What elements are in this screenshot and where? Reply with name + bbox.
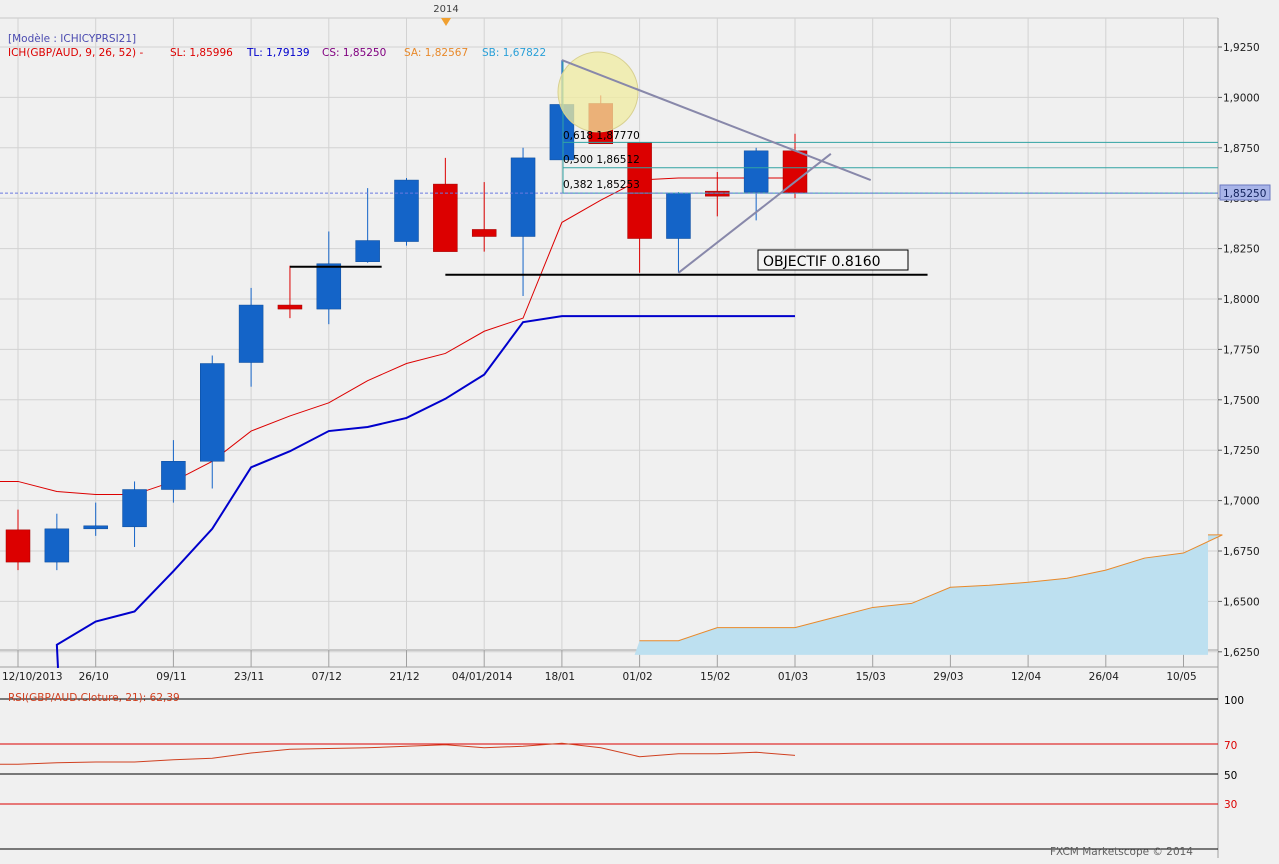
x-tick-label: 01/03: [778, 671, 808, 683]
tenkan-line: [0, 177, 795, 496]
x-tick-label: 29/03: [933, 671, 963, 683]
candles: [5, 60, 808, 571]
sa-label: SA: 1,82567: [404, 47, 468, 59]
y-tick-label: 1,9250: [1223, 42, 1260, 54]
fib-label-618: 0,618 1,87770: [563, 130, 640, 142]
candle-body: [394, 179, 419, 242]
kijun-line: [55, 315, 795, 668]
fib-label-500: 0,500 1,86512: [563, 154, 640, 166]
candle-body: [705, 190, 730, 197]
x-tick-label: 09/11: [156, 671, 186, 683]
cs-label: CS: 1,85250: [322, 47, 386, 59]
candle-body: [355, 240, 380, 262]
candle-body: [83, 525, 108, 530]
ich-label: ICH(GBP/AUD, 9, 26, 52) -: [8, 47, 143, 59]
x-tick-label: 18/01: [545, 671, 575, 683]
y-tick-label: 1,9000: [1223, 92, 1260, 104]
rsi-panel: [0, 698, 1218, 850]
objective-label: OBJECTIF 0.8160: [763, 254, 881, 270]
x-tick-label: 07/12: [312, 671, 342, 683]
candle-body: [743, 150, 769, 193]
price-badge: 1,85250: [1223, 188, 1266, 200]
fib-label-382: 0,382 1,85253: [563, 179, 640, 191]
rsi-level-50: 50: [1224, 770, 1237, 782]
candle-body: [782, 150, 808, 194]
rsi-line: [0, 742, 796, 765]
y-tick-label: 1,8750: [1223, 143, 1260, 155]
x-tick-label: 12/10/2013: [2, 671, 63, 683]
candle-body: [277, 304, 303, 310]
highlight-circle: [557, 51, 639, 133]
objective-box: [757, 249, 909, 271]
top-marker-triangle-icon: [441, 18, 451, 26]
triangle-upper-line: [561, 59, 872, 181]
x-tick-label: 04/01/2014: [452, 671, 513, 683]
candle-body: [316, 263, 342, 310]
rsi-level-30: 30: [1224, 799, 1237, 811]
candle-body: [5, 529, 31, 563]
senkou-a-line: [639, 534, 1223, 642]
cloud-fill: [634, 534, 1223, 655]
y-tick-label: 1,6750: [1223, 546, 1260, 558]
x-tick-label: 15/03: [856, 671, 886, 683]
candle-body: [44, 528, 70, 563]
rsi-label: RSI(GBP/AUD.Cloture, 21): 62,39: [8, 692, 180, 704]
x-tick-label: 21/12: [389, 671, 419, 683]
candle-body: [238, 304, 264, 363]
candle-body: [510, 157, 536, 237]
y-tick-label: 1,7250: [1223, 445, 1260, 457]
x-tick-label: 23/11: [234, 671, 264, 683]
x-tick-label: 15/02: [700, 671, 730, 683]
x-tick-label: 01/02: [622, 671, 652, 683]
x-tick-label: 26/10: [79, 671, 109, 683]
model-label: [Modèle : ICHICYPRSI21]: [8, 33, 136, 45]
candle-body: [122, 489, 147, 528]
candle-body: [161, 461, 186, 490]
y-tick-label: 1,8000: [1223, 294, 1260, 306]
candle-body: [200, 363, 225, 462]
x-tick-label: 12/04: [1011, 671, 1042, 683]
info-line: ICH(GBP/AUD, 9, 26, 52) - SL: 1,85996 TL…: [8, 47, 546, 59]
x-tick-label: 10/05: [1166, 671, 1196, 683]
y-tick-label: 1,7000: [1223, 496, 1260, 508]
axes: 1,92501,90001,87501,85001,82501,80001,77…: [2, 42, 1260, 683]
top-marker-label: 2014: [433, 4, 458, 15]
candle-body: [627, 142, 652, 239]
y-tick-label: 1,7500: [1223, 395, 1260, 407]
footer-copyright: FXCM Marketscope © 2014: [1050, 846, 1193, 858]
sl-label: SL: 1,85996: [170, 47, 233, 59]
y-tick-label: 1,6250: [1223, 647, 1260, 659]
candle-body: [433, 183, 458, 252]
overlays: [0, 51, 1218, 276]
candle-body: [471, 229, 497, 237]
y-tick-label: 1,7750: [1223, 344, 1260, 356]
y-tick-label: 1,8250: [1223, 244, 1260, 256]
rsi-level-70: 70: [1224, 740, 1237, 752]
tl-label: TL: 1,79139: [246, 47, 310, 59]
sb-label: SB: 1,67822: [482, 47, 546, 59]
ichimoku-cloud: [634, 534, 1223, 655]
x-tick-label: 26/04: [1089, 671, 1120, 683]
candle-body: [666, 192, 691, 239]
y-tick-label: 1,6500: [1223, 596, 1260, 608]
price-badge-box: [1219, 184, 1271, 201]
rsi-level-100: 100: [1224, 695, 1244, 707]
triangle-lower-line: [677, 153, 832, 274]
indicator-lines: [0, 177, 1223, 668]
